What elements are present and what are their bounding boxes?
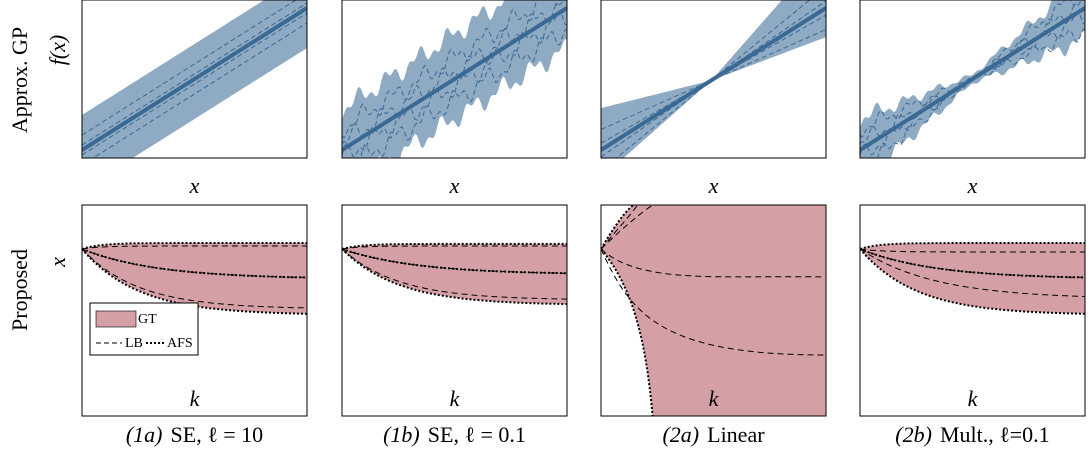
gt-band	[82, 243, 307, 314]
lb	[82, 248, 307, 309]
frame	[600, 0, 827, 159]
panel-content	[860, 0, 1085, 158]
sample	[342, 10, 567, 158]
sample	[876, 28, 1085, 158]
frame	[81, 0, 308, 159]
frame	[341, 204, 568, 417]
y-label: x	[45, 257, 70, 268]
caption-tag: (2b)	[895, 422, 932, 447]
caption: (1a) SE, ℓ = 10	[126, 422, 263, 447]
mean-line	[342, 6, 567, 152]
mean-line	[82, 6, 307, 152]
x-label: x	[708, 173, 719, 198]
x-label: k	[709, 386, 720, 411]
caption: (2b) Mult., ℓ=0.1	[895, 422, 1049, 447]
lb	[601, 248, 826, 278]
band	[601, 0, 826, 158]
panel-content	[601, 205, 826, 416]
x-label: x	[449, 173, 460, 198]
caption-tag: (1b)	[383, 422, 420, 447]
x-label: k	[190, 386, 201, 411]
legend-label: AFS	[167, 336, 193, 351]
frame	[81, 204, 308, 417]
gt-band	[342, 243, 567, 305]
gt-band	[860, 243, 1085, 314]
caption: (2a) Linear	[662, 422, 765, 447]
frame	[341, 0, 568, 159]
frame	[859, 204, 1086, 417]
sample	[359, 28, 567, 158]
caption-text: SE, ℓ = 10	[171, 422, 264, 447]
lb	[82, 245, 307, 250]
legend-label: LB	[125, 336, 143, 351]
panel	[341, 0, 568, 159]
mean-line	[860, 6, 1085, 152]
afs	[342, 242, 567, 250]
panel-content	[82, 0, 307, 158]
sample	[342, 0, 560, 139]
afs	[601, 205, 635, 250]
row-label: Approx. GP	[7, 27, 32, 133]
panel-content	[342, 242, 567, 306]
panel-content	[601, 0, 826, 158]
panel	[859, 204, 1086, 417]
legend-swatch	[95, 310, 137, 328]
panel-content	[342, 0, 567, 158]
caption-text: Mult., ℓ=0.1	[940, 422, 1050, 447]
sample	[82, 0, 297, 136]
y-label: f(x)	[45, 35, 70, 66]
afs	[342, 248, 567, 275]
lb	[82, 248, 307, 278]
afs	[82, 242, 307, 250]
panel	[859, 0, 1086, 159]
sample	[860, 0, 1078, 138]
panel	[600, 204, 827, 417]
caption-tag: (1a)	[126, 422, 163, 447]
caption-text: SE, ℓ = 0.1	[428, 422, 526, 447]
x-label: k	[450, 386, 461, 411]
sample	[92, 22, 307, 158]
afs	[860, 242, 1085, 250]
afs	[601, 248, 654, 416]
frame	[859, 0, 1086, 159]
legend-label: GT	[138, 312, 157, 327]
afs	[860, 248, 1085, 315]
x-label: k	[968, 386, 979, 411]
caption: (1b) SE, ℓ = 0.1	[383, 422, 526, 447]
caption-tag: (2a)	[662, 422, 699, 447]
panel	[81, 204, 308, 417]
afs	[342, 248, 567, 306]
sample	[82, 12, 307, 156]
legend: GT LB AFS	[89, 302, 199, 356]
sample	[342, 0, 564, 144]
panel-content	[860, 242, 1085, 315]
lb	[601, 248, 826, 356]
x-label: x	[967, 173, 978, 198]
lb	[342, 248, 567, 300]
lb	[860, 248, 1085, 253]
caption-text: Linear	[707, 422, 765, 447]
panel	[341, 204, 568, 417]
gt-band	[601, 205, 826, 416]
lb	[342, 248, 567, 274]
lb	[601, 205, 654, 250]
panel	[600, 0, 827, 159]
lb	[860, 248, 1085, 278]
row-label: Proposed	[7, 249, 32, 331]
sample	[82, 2, 307, 146]
frame	[600, 204, 827, 417]
lb	[860, 248, 1085, 297]
panel	[81, 0, 308, 159]
lb	[342, 245, 567, 250]
x-label: x	[189, 173, 200, 198]
mean-line	[601, 6, 826, 152]
